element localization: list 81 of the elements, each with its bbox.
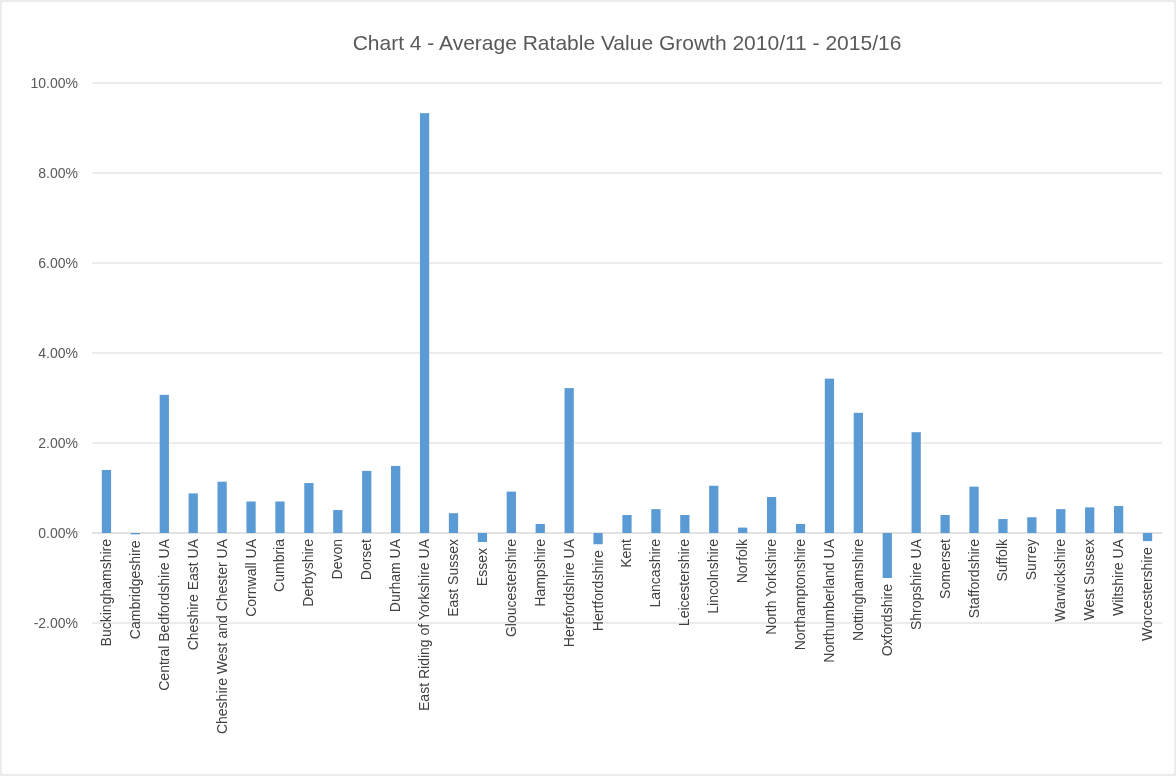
x-tick-label: Cumbria <box>271 538 288 592</box>
x-tick-label: Lincolnshire <box>705 538 722 614</box>
bar <box>217 481 227 533</box>
bar <box>766 497 777 533</box>
bar <box>911 432 921 533</box>
y-tick-label: 0.00% <box>38 524 78 541</box>
x-tick-label: Leicestershire <box>676 538 693 627</box>
x-tick-label: Warwickshire <box>1052 538 1069 622</box>
bar <box>159 394 169 533</box>
x-tick-label: Oxfordshire <box>878 583 895 657</box>
y-tick-label: 4.00% <box>38 344 78 361</box>
x-tick-label: Essex <box>473 548 490 587</box>
bar <box>477 533 488 542</box>
x-tick-label: Suffolk <box>994 538 1011 582</box>
x-tick-label: Worcestershire <box>1139 546 1156 641</box>
bar <box>709 485 719 533</box>
x-tick-label: Buckinghamshire <box>97 538 114 647</box>
x-tick-label: West Sussex <box>1081 539 1098 621</box>
bar <box>622 515 632 533</box>
x-tick-label: Lancashire <box>647 538 664 608</box>
bar <box>940 515 950 533</box>
bar <box>333 510 343 533</box>
x-tick-label: Central Bedfordshire UA <box>155 538 172 691</box>
bar <box>391 465 401 533</box>
bar <box>1085 507 1095 533</box>
x-tick-label: Cheshire West and Chester UA <box>213 538 230 735</box>
bar <box>362 470 372 533</box>
x-tick-label: Gloucestershire <box>502 538 519 638</box>
bar <box>275 501 285 533</box>
x-tick-label: Staffordshire <box>965 538 982 619</box>
x-tick-label: Cheshire East UA <box>184 538 201 651</box>
bar <box>795 524 806 533</box>
x-tick-label: Cambridgeshire <box>126 540 143 640</box>
x-tick-label: East Riding of Yorkshire UA <box>416 538 433 711</box>
bar <box>969 486 979 533</box>
x-tick-label: Shropshire UA <box>907 538 924 631</box>
x-tick-label: Norfolk <box>734 538 751 584</box>
x-tick-label: Wiltshire UA <box>1110 538 1127 617</box>
bar <box>824 378 835 533</box>
bar <box>651 509 661 533</box>
bar <box>882 533 892 578</box>
bar <box>506 491 516 533</box>
x-tick-label: Herefordshire UA <box>560 538 577 648</box>
bar <box>1113 506 1124 533</box>
y-tick-label: 8.00% <box>38 164 78 181</box>
bar <box>1027 517 1037 533</box>
x-tick-label: Derbyshire <box>300 538 317 607</box>
x-tick-label: Hampshire <box>531 538 548 607</box>
x-tick-label: East Sussex <box>444 539 461 617</box>
chart-title: Chart 4 - Average Ratable Value Growth 2010/11 - 2015/16 <box>352 31 902 54</box>
x-tick-label: Northamptonshire <box>791 538 808 651</box>
y-tick-label: 10.00% <box>30 74 78 91</box>
bar <box>998 519 1008 533</box>
bar <box>246 501 256 533</box>
x-tick-label: Nottinghamshire <box>849 538 866 641</box>
bar <box>1142 533 1153 542</box>
bar <box>564 388 574 533</box>
x-tick-label: Devon <box>329 539 346 580</box>
x-tick-label: North Yorkshire <box>763 538 780 635</box>
bar <box>304 483 314 533</box>
x-tick-label: Dorset <box>358 538 375 581</box>
bar <box>101 470 112 533</box>
bar <box>593 533 603 545</box>
y-tick-label: 6.00% <box>38 254 78 271</box>
x-tick-label: Durham UA <box>387 538 404 613</box>
x-tick-label: Surrey <box>1023 539 1040 581</box>
bar <box>680 515 690 533</box>
y-tick-label: 2.00% <box>38 434 78 451</box>
bar <box>853 412 863 533</box>
x-tick-label: Cornwall UA <box>242 538 259 617</box>
bar <box>535 524 545 533</box>
bar <box>188 493 198 533</box>
bar <box>419 113 430 533</box>
x-tick-label: Somerset <box>936 538 953 599</box>
y-tick-label: -2.00% <box>33 614 78 631</box>
x-tick-label: Hertfordshire <box>589 550 606 632</box>
bar <box>738 527 748 533</box>
bar <box>448 513 459 533</box>
x-tick-label: Northumberland UA <box>820 538 837 663</box>
x-tick-label: Kent <box>618 538 635 568</box>
bar <box>1056 509 1066 533</box>
